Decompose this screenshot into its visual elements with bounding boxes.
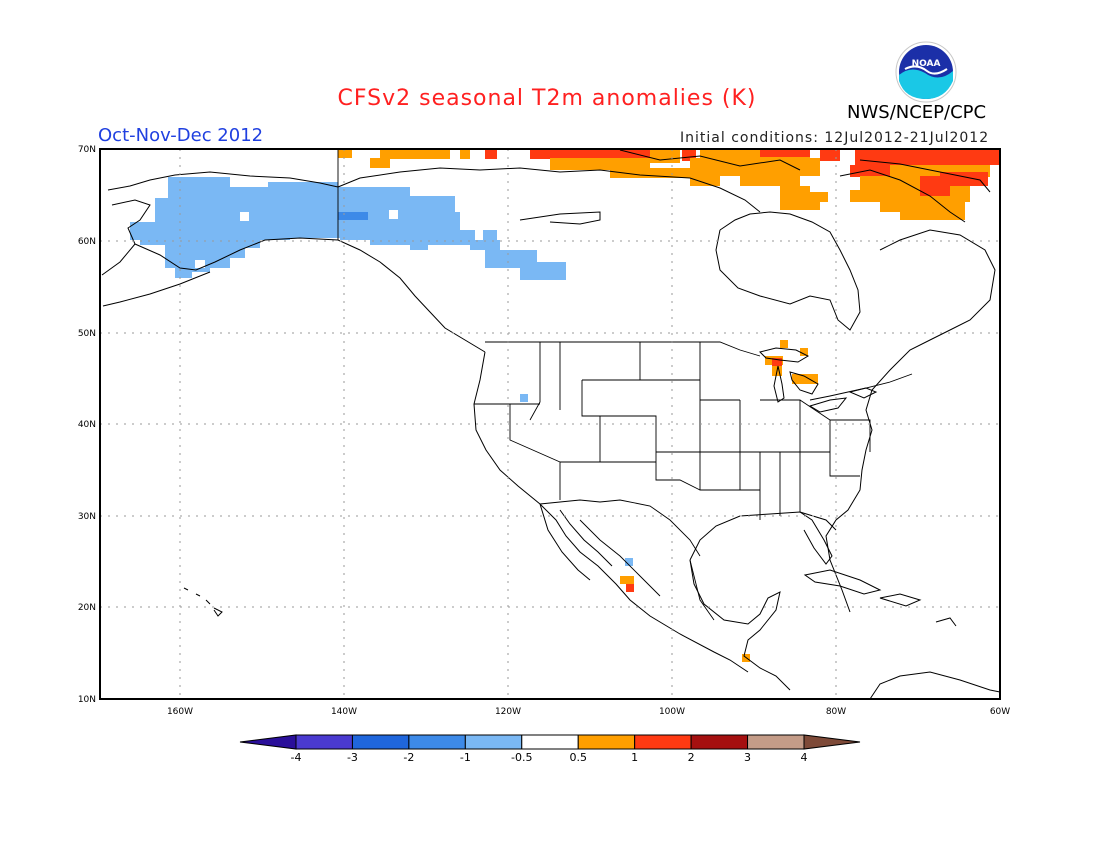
lat-label: 60N	[78, 237, 96, 247]
graticule	[100, 149, 1000, 699]
latitude-labels: 70N 60N 50N 40N 30N 20N 10N	[78, 145, 96, 705]
lon-label: 80W	[826, 707, 846, 717]
colorbar-label: 4	[801, 751, 808, 764]
anomaly-shading	[130, 149, 1000, 662]
lat-label: 70N	[78, 145, 96, 155]
colorbar-label: 0.5	[569, 751, 587, 764]
colorbar-box	[351, 734, 410, 750]
lat-label: 40N	[78, 420, 96, 430]
agency-label: NWS/NCEP/CPC	[847, 102, 987, 123]
colorbar-box	[464, 734, 523, 750]
lon-label: 140W	[331, 707, 357, 717]
colorbar-label: -0.5	[511, 751, 532, 764]
warm-anomaly-cell	[620, 576, 634, 584]
colorbar-box	[521, 734, 579, 750]
cold-anomaly-cell	[338, 212, 368, 220]
chart-title: CFSv2 seasonal T2m anomalies (K)	[337, 86, 757, 111]
lon-label: 120W	[495, 707, 521, 717]
cold-anomaly-region-alaska	[130, 177, 566, 280]
lat-label: 20N	[78, 603, 96, 613]
colorbar-box	[577, 734, 636, 750]
warm-anomaly-cell	[626, 584, 634, 592]
colorbar-label: -3	[347, 751, 358, 764]
cold-anomaly-cell	[240, 212, 249, 221]
lat-label: 30N	[78, 512, 96, 522]
colorbar-box	[408, 734, 466, 750]
colorbar-box	[295, 734, 353, 750]
cold-anomaly-cell	[389, 210, 398, 219]
initial-conditions-label: Initial conditions: 12Jul2012-21Jul2012	[680, 130, 990, 146]
colorbar-label: 2	[688, 751, 695, 764]
colorbar-label: -2	[403, 751, 414, 764]
svg-text:NOAA: NOAA	[912, 59, 941, 69]
noaa-logo-icon: NOAA	[895, 41, 957, 103]
colorbar-legend: -4 -3 -2 -1 -0.5 0.5 1 2 3 4	[239, 734, 861, 764]
cold-anomaly-cell	[625, 558, 633, 566]
colorbar-label: -4	[291, 751, 302, 764]
lon-label: 160W	[167, 707, 193, 717]
warm-anomaly-region-arctic	[338, 149, 1000, 220]
colorbar-label: -1	[460, 751, 471, 764]
colorbar-label: 1	[631, 751, 638, 764]
colorbar-box	[747, 734, 805, 750]
colorbar-arrow-high	[803, 734, 861, 750]
lat-label: 50N	[78, 329, 96, 339]
lon-label: 100W	[659, 707, 685, 717]
colorbar-box	[634, 734, 692, 750]
season-label: Oct-Nov-Dec 2012	[98, 125, 264, 146]
longitude-labels: 160W 140W 120W 100W 80W 60W	[167, 707, 1010, 717]
cold-anomaly-cell	[195, 260, 205, 268]
lon-label: 60W	[990, 707, 1010, 717]
colorbar-arrow-low	[239, 734, 297, 750]
political-borders	[337, 149, 913, 621]
colorbar-label: 3	[744, 751, 751, 764]
map-frame	[99, 148, 1001, 700]
colorbar-box	[690, 734, 749, 750]
cold-anomaly-cell	[520, 394, 528, 402]
lat-label: 10N	[78, 695, 96, 705]
